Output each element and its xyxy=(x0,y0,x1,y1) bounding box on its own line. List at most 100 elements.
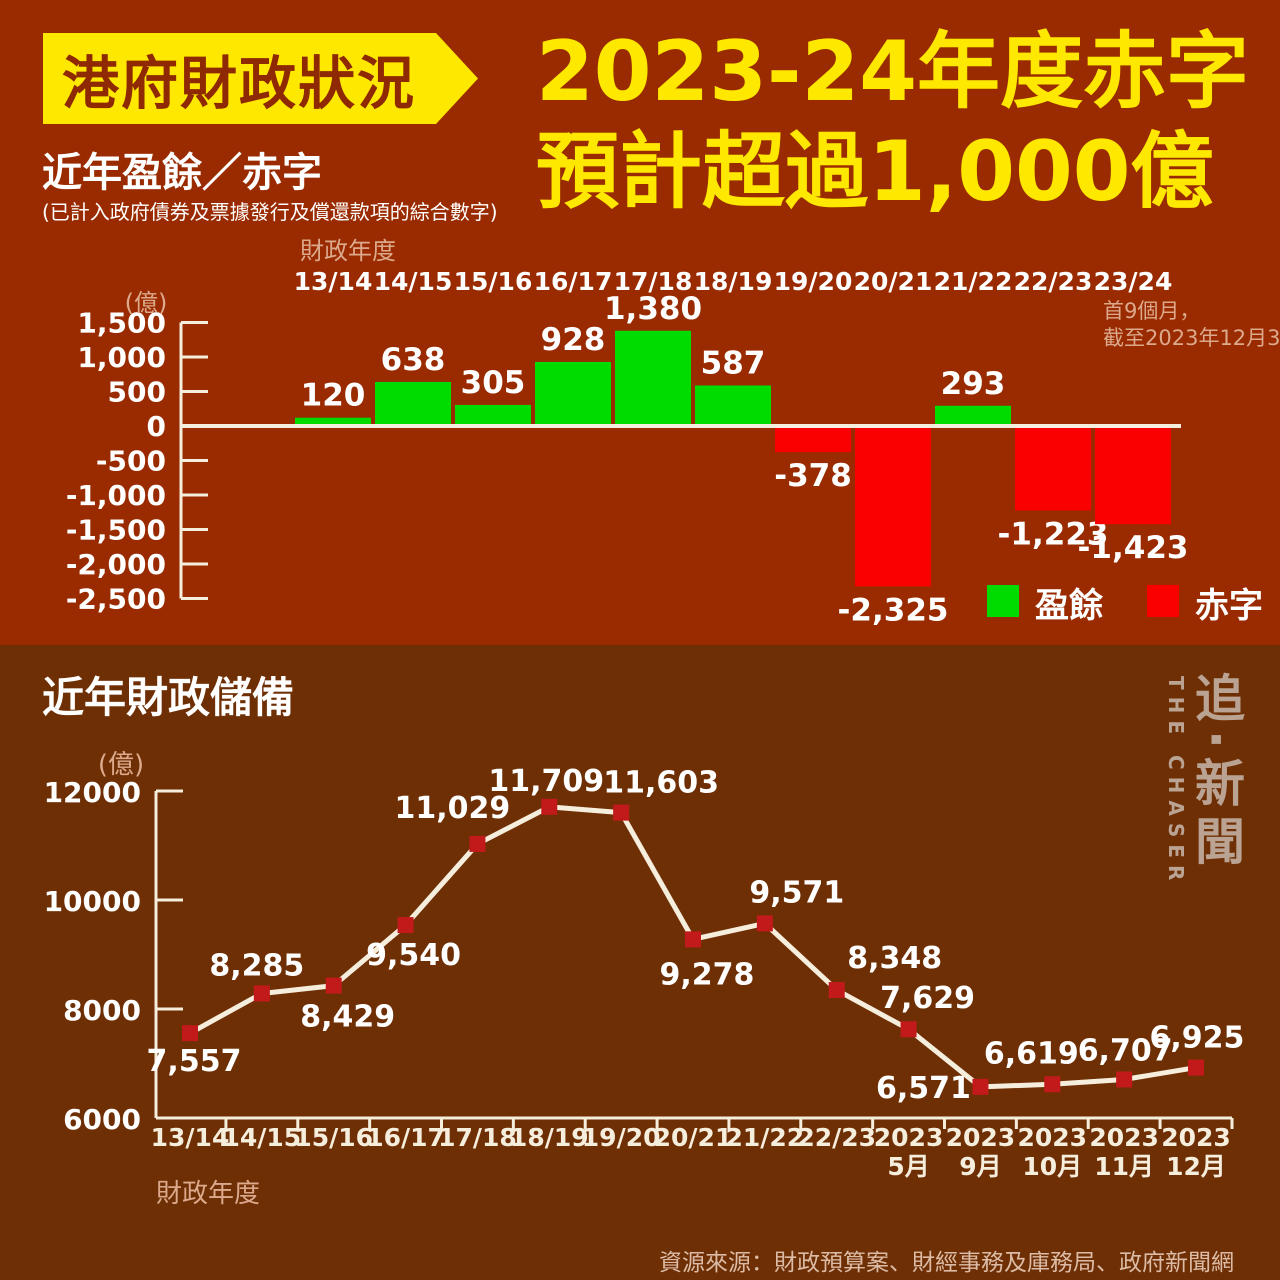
surplus-y-tick-label: 1,000 xyxy=(77,341,166,374)
data-point-marker xyxy=(1116,1071,1133,1088)
watermark-english: THE CHASER xyxy=(1164,676,1188,888)
reserves-y-tick-label: 12000 xyxy=(44,776,141,809)
annotation-line: 首9個月， xyxy=(1103,299,1200,323)
point-value-label: 8,285 xyxy=(209,948,304,983)
main-title-line2: 預計超過1,000億 xyxy=(536,123,1214,220)
point-value-label: 8,348 xyxy=(847,941,942,976)
main-title: 2023-24年度赤字 預計超過1,000億 xyxy=(536,22,1249,222)
point-value-label: 9,278 xyxy=(660,957,755,992)
annotation-line: 截至2023年12月31日 xyxy=(1103,326,1280,350)
bar-22/23 xyxy=(1015,426,1091,511)
watermark: THE CHASER 追·新聞 xyxy=(1152,672,1252,922)
point-value-label: 6,619 xyxy=(984,1036,1079,1071)
data-point-marker xyxy=(397,917,414,934)
point-value-label: 11,029 xyxy=(395,791,511,826)
legend-swatch-deficit xyxy=(1147,585,1179,617)
bar-value-20/21: -2,325 xyxy=(838,592,949,628)
point-value-label: 9,540 xyxy=(366,938,461,973)
reserves-y-tick-label: 6000 xyxy=(63,1103,141,1136)
reserves-chart-title: 近年財政儲備 xyxy=(42,673,295,722)
reserves-category-label: 14/15 xyxy=(222,1123,301,1152)
reserves-category-label: 2023 xyxy=(946,1123,1016,1152)
reserves-category-label: 9月 xyxy=(959,1152,1001,1181)
bar-20/21 xyxy=(855,426,931,587)
bar-23/24 xyxy=(1095,426,1171,525)
bar-value-21/22: 293 xyxy=(941,366,1006,402)
point-value-label: 6,925 xyxy=(1150,1021,1245,1056)
data-point-marker xyxy=(900,1021,917,1038)
surplus-y-tick-label: -500 xyxy=(96,445,166,478)
bar-value-19/20: -378 xyxy=(774,458,852,494)
legend-swatch-surplus xyxy=(987,585,1019,617)
reserves-section-background xyxy=(0,645,1280,1280)
surplus-y-tick-label: 0 xyxy=(147,410,166,443)
bar-value-18/19: 587 xyxy=(701,345,766,381)
surplus-y-tick-label: -1,500 xyxy=(66,514,166,547)
surplus-category-label: 14/15 xyxy=(374,267,453,296)
reserves-category-label: 21/22 xyxy=(725,1123,804,1152)
surplus-category-label: 18/19 xyxy=(694,267,773,296)
point-value-label: 9,571 xyxy=(749,875,844,910)
surplus-category-label: 17/18 xyxy=(614,267,693,296)
surplus-y-tick-label: -2,000 xyxy=(66,548,166,581)
data-point-marker xyxy=(684,931,701,948)
point-value-label: 7,557 xyxy=(147,1044,242,1079)
bar-21/22 xyxy=(935,405,1011,426)
reserves-category-label: 2023 xyxy=(1017,1123,1087,1152)
surplus-category-label: 22/23 xyxy=(1014,267,1093,296)
reserves-category-label: 2023 xyxy=(1161,1123,1231,1152)
bar-value-14/15: 638 xyxy=(381,342,446,378)
reserves-category-label: 15/16 xyxy=(294,1123,373,1152)
point-value-label: 11,709 xyxy=(488,764,604,799)
data-point-marker xyxy=(1187,1059,1204,1076)
bar-14/15 xyxy=(375,381,451,426)
surplus-y-tick-label: -1,000 xyxy=(66,479,166,512)
surplus-y-tick-label: 1,500 xyxy=(77,307,166,340)
reserves-category-label: 5月 xyxy=(887,1152,929,1181)
legend-label: 盈餘 xyxy=(1035,586,1104,626)
surplus-y-tick-label: -2,500 xyxy=(66,583,166,616)
source-note: 資源來源：財政預算案、財經事務及庫務局、政府新聞網 xyxy=(659,1250,1234,1276)
bar-18/19 xyxy=(695,385,771,426)
surplus-category-label: 16/17 xyxy=(534,267,613,296)
reserves-category-label: 22/23 xyxy=(797,1123,876,1152)
data-point-marker xyxy=(182,1025,198,1042)
surplus-chart-note: (已計入政府債券及票據發行及償還款項的綜合數字) xyxy=(42,200,498,224)
reserves-category-label: 20/21 xyxy=(654,1123,733,1152)
data-point-marker xyxy=(613,804,630,821)
data-point-marker xyxy=(972,1078,989,1095)
bar-16/17 xyxy=(535,361,611,426)
point-value-label: 6,571 xyxy=(876,1071,971,1106)
data-point-marker xyxy=(325,977,342,994)
surplus-category-label: 19/20 xyxy=(774,267,853,296)
reserves-category-label: 19/20 xyxy=(582,1123,661,1152)
data-point-marker xyxy=(756,915,773,932)
bar-value-22/23: -1,223 xyxy=(998,516,1109,552)
topic-badge: 港府財政狀況 xyxy=(43,33,478,124)
surplus-category-label: 21/22 xyxy=(934,267,1013,296)
reserves-x-axis-title: 財政年度 xyxy=(156,1179,260,1209)
surplus-category-label: 13/14 xyxy=(294,267,373,296)
reserves-unit-label: (億) xyxy=(98,750,144,780)
reserves-category-label: 17/18 xyxy=(438,1123,517,1152)
bar-13/14 xyxy=(295,417,371,426)
data-point-marker xyxy=(541,798,558,815)
reserves-y-tick-label: 10000 xyxy=(44,885,141,918)
reserves-category-label: 16/17 xyxy=(366,1123,445,1152)
bar-value-15/16: 305 xyxy=(461,365,526,401)
bar-15/16 xyxy=(455,404,531,426)
reserves-category-label: 2023 xyxy=(874,1123,944,1152)
reserves-category-label: 11月 xyxy=(1094,1152,1154,1181)
watermark-chinese: 追·新聞 xyxy=(1187,672,1245,873)
data-point-marker xyxy=(253,985,270,1002)
legend-label: 赤字 xyxy=(1195,586,1263,626)
surplus-category-label: 15/16 xyxy=(454,267,533,296)
surplus-x-axis-title: 財政年度 xyxy=(300,237,396,265)
bar-value-16/17: 928 xyxy=(541,322,606,358)
surplus-chart-title: 近年盈餘／赤字 xyxy=(42,150,322,196)
point-value-label: 6,707 xyxy=(1078,1033,1173,1068)
point-value-label: 7,629 xyxy=(880,981,975,1016)
surplus-category-label: 20/21 xyxy=(854,267,933,296)
